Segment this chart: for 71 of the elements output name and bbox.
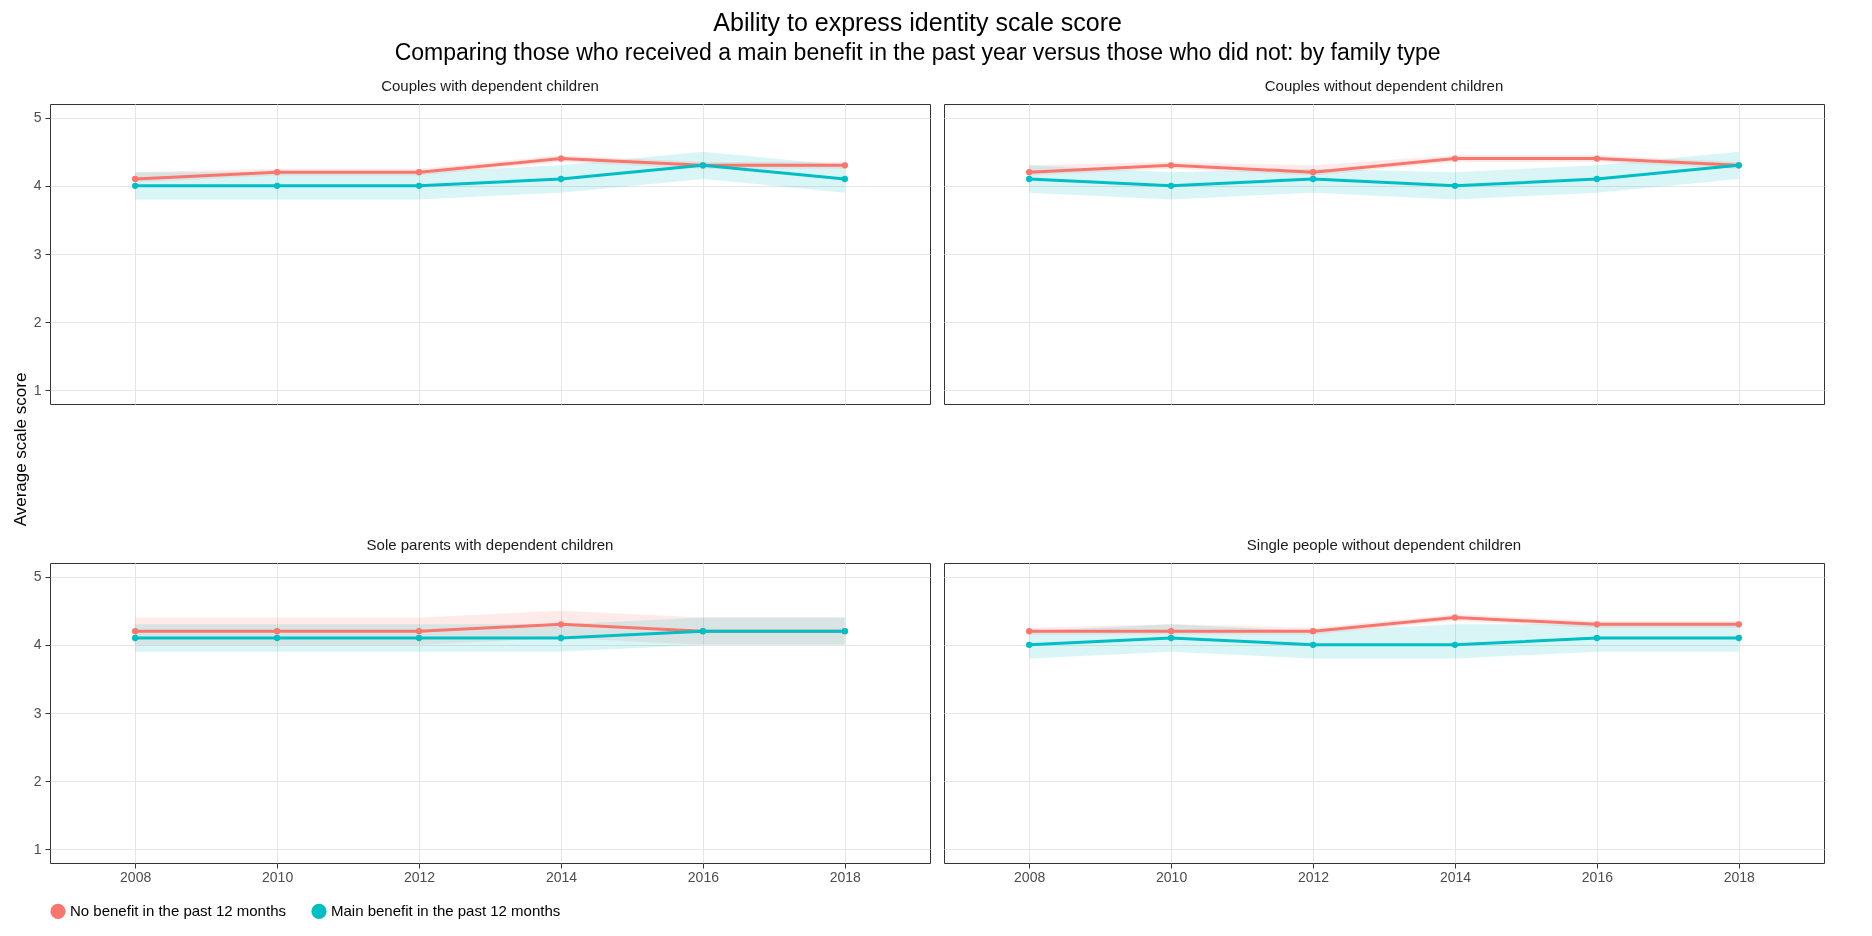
x-tick-label: 2014 (1439, 868, 1472, 885)
point (841, 175, 848, 183)
chart-title: Couples with dependent children (381, 77, 599, 94)
point (1593, 175, 1601, 183)
point (1593, 634, 1601, 642)
x-tick-label: 2016 (1581, 868, 1614, 885)
point (1451, 641, 1459, 648)
point (841, 162, 848, 169)
point (273, 182, 281, 189)
chart-title: Couples without dependent children (1264, 77, 1504, 94)
x-tick-label: 2016 (687, 868, 720, 885)
point (1167, 628, 1175, 635)
x-tick-label: 2018 (1723, 868, 1756, 885)
y-tick-label: 1 (33, 840, 42, 857)
x-tick-label: 2012 (403, 868, 436, 885)
point (1735, 634, 1742, 642)
y-tick-label: 1 (33, 381, 42, 398)
text: Comparing those who received a main benefit in the past year versus those who did not: by family type (394, 38, 1441, 65)
y-tick-label: 2 (33, 313, 42, 330)
legend-label: Main benefit in the past 12 months (331, 902, 561, 920)
point (415, 182, 423, 189)
point (557, 634, 565, 642)
chart-title: Sole parents with dependent children (366, 536, 614, 553)
point (1593, 155, 1601, 162)
point (273, 634, 281, 642)
point (415, 628, 423, 635)
y-tick-label: 5 (33, 109, 42, 126)
point (1026, 628, 1033, 635)
point (132, 182, 139, 189)
legend-label: No benefit in the past 12 months (70, 902, 286, 920)
point (132, 628, 139, 635)
point (273, 169, 281, 176)
y-axis-title: Average scale score (10, 372, 30, 527)
x-tick-label: 2018 (829, 868, 862, 885)
point (1026, 169, 1033, 176)
point (1167, 634, 1175, 642)
point (1026, 641, 1033, 648)
point (557, 621, 565, 628)
y-tick-label: 2 (33, 772, 42, 789)
x-tick-label: 2012 (1297, 868, 1330, 885)
point (415, 169, 423, 176)
text: Ability to express identity scale score (713, 7, 1122, 36)
point (1309, 641, 1317, 648)
chart-title: Single people without dependent children (1246, 536, 1522, 553)
point (132, 175, 139, 183)
point (1026, 175, 1033, 183)
x-tick-label: 2008 (1014, 868, 1046, 885)
point (557, 155, 565, 162)
y-tick-label: 5 (33, 568, 42, 585)
point (1451, 155, 1459, 162)
x-tick-label: 2010 (1156, 868, 1188, 885)
y-tick-label: 4 (33, 177, 42, 194)
x-tick-label: 2008 (120, 868, 152, 885)
point (1309, 628, 1317, 635)
x-tick-label: 2010 (262, 868, 294, 885)
point (557, 175, 565, 183)
point (1735, 621, 1742, 628)
point (1593, 621, 1601, 628)
point (1451, 614, 1459, 621)
point (1451, 182, 1459, 189)
x-tick-label: 2014 (545, 868, 578, 885)
point (415, 634, 423, 642)
y-tick-label: 4 (33, 636, 42, 653)
point (1309, 175, 1317, 183)
point (132, 634, 139, 642)
point (273, 628, 281, 635)
point (1167, 162, 1175, 169)
y-tick-label: 3 (33, 245, 42, 262)
point (1309, 169, 1317, 176)
point (1167, 182, 1175, 189)
y-tick-label: 3 (33, 704, 42, 721)
